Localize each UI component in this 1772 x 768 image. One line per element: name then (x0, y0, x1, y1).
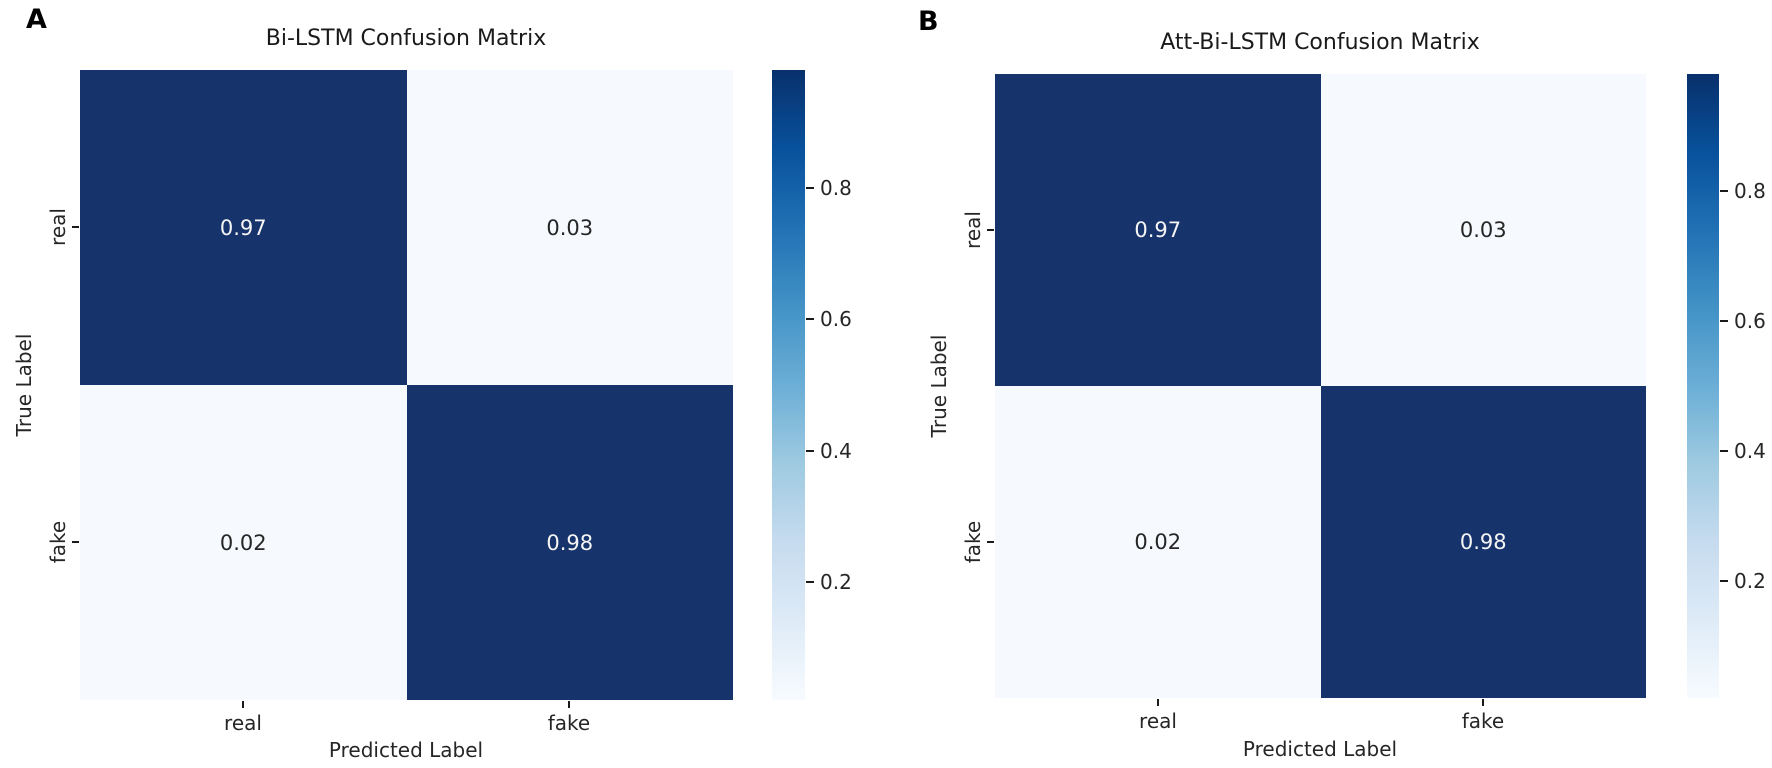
cell-fake-real: 0.02 (995, 386, 1321, 698)
colorbar-tick-label: 0.2 (820, 569, 852, 594)
colorbar-tick: 0.6 (1719, 309, 1766, 333)
colorbar-tick-label: 0.8 (1734, 179, 1766, 203)
x-axis-label: Predicted Label (1242, 737, 1398, 761)
cell-real-real: 0.97 (995, 74, 1321, 386)
y-ticklabel-fake: fake (961, 520, 985, 564)
colorbar-tick-label: 0.8 (820, 176, 852, 201)
panel-a-heatmap: 0.97 0.03 0.02 0.98 (80, 70, 733, 700)
colorbar-tick-label: 0.4 (1734, 438, 1766, 463)
colorbar-tick-dash (1720, 320, 1728, 323)
colorbar: 0.8 0.6 0.4 0.2 (772, 70, 852, 700)
y-tick-fake (72, 541, 79, 543)
y-ticklabel-real: real (46, 208, 70, 246)
colorbar-tick-dash (1720, 449, 1728, 452)
x-ticklabel-real: real (1139, 709, 1177, 733)
cell-fake-fake: 0.98 (406, 385, 733, 700)
x-axis-label: Predicted Label (328, 738, 484, 762)
colorbar-tick: 0.4 (1719, 439, 1766, 463)
colorbar-tick-label: 0.4 (820, 438, 852, 463)
colorbar: 0.8 0.6 0.4 0.2 (1687, 74, 1766, 698)
colorbar-gradient (772, 70, 805, 700)
colorbar-tick: 0.2 (1719, 569, 1766, 593)
y-ticklabel-real: real (961, 211, 985, 249)
panel-a-title: Bi-LSTM Confusion Matrix (265, 26, 547, 51)
colorbar-tick-dash (806, 187, 814, 190)
colorbar-tick: 0.2 (805, 570, 852, 594)
panel-b-letter: B (918, 6, 939, 37)
colorbar-tick-dash (1720, 580, 1728, 582)
x-tick-real (1157, 699, 1159, 706)
colorbar-tick-label: 0.6 (820, 307, 852, 332)
colorbar-tick-label: 0.6 (1734, 309, 1766, 334)
panel-b-title: Att-Bi-LSTM Confusion Matrix (1160, 30, 1480, 55)
colorbar-tick-label: 0.2 (1734, 569, 1766, 593)
y-tick-real (987, 229, 994, 231)
x-ticklabel-fake: fake (547, 711, 591, 735)
y-axis-label: True Label (12, 333, 36, 437)
colorbar-tick-dash (1720, 190, 1728, 192)
y-tick-real (72, 226, 79, 228)
colorbar-tick-dash (806, 318, 814, 321)
cell-fake-real: 0.02 (80, 385, 407, 700)
y-tick-fake (987, 541, 994, 543)
x-tick-fake (1482, 699, 1484, 706)
cell-real-fake: 0.03 (1320, 74, 1646, 386)
panel-b-heatmap: 0.97 0.03 0.02 0.98 (995, 74, 1646, 698)
colorbar-tick: 0.8 (805, 176, 852, 200)
cell-real-fake: 0.03 (406, 70, 733, 385)
x-tick-real (242, 701, 244, 708)
cell-fake-fake: 0.98 (1320, 386, 1646, 698)
y-ticklabel-fake: fake (46, 520, 70, 564)
x-ticklabel-real: real (224, 711, 262, 735)
cell-real-real: 0.97 (80, 70, 407, 385)
y-axis-label: True Label (927, 334, 951, 438)
colorbar-tick: 0.8 (1719, 179, 1766, 203)
colorbar-tick-dash (806, 580, 814, 583)
x-ticklabel-fake: fake (1461, 709, 1505, 733)
x-tick-fake (568, 701, 570, 708)
colorbar-tick: 0.6 (805, 307, 852, 331)
colorbar-tick: 0.4 (805, 439, 852, 463)
panel-a-letter: A (26, 4, 47, 35)
colorbar-tick-dash (806, 449, 814, 452)
colorbar-gradient (1687, 74, 1719, 698)
